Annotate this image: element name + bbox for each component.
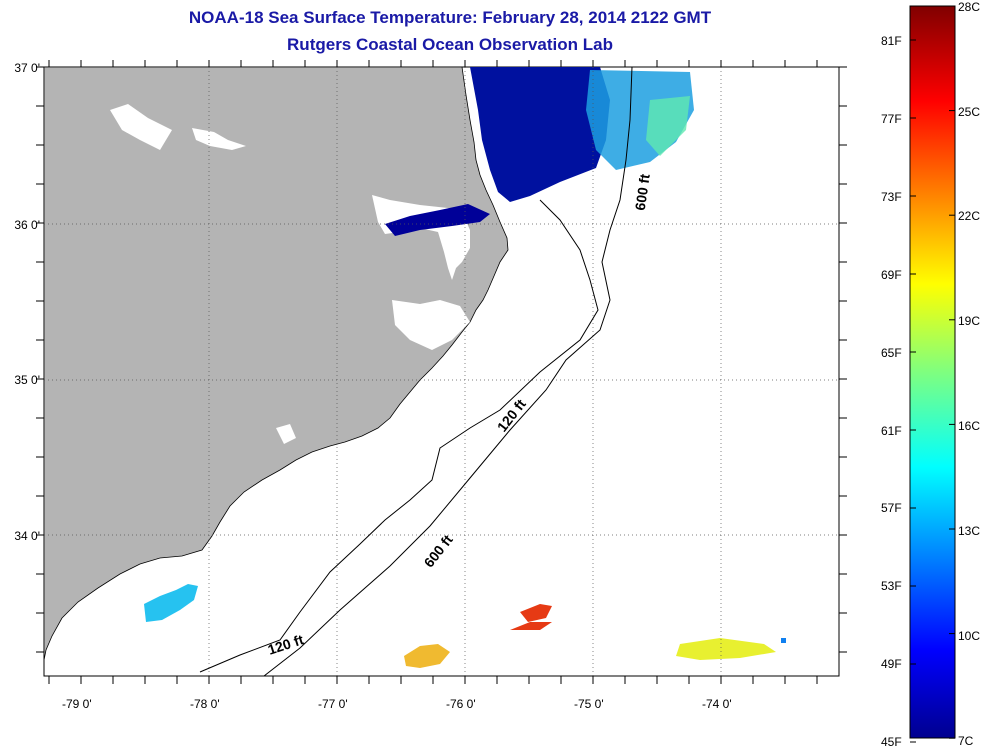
- sst-green-patch: [646, 96, 690, 156]
- sst-pixel: [781, 638, 786, 643]
- colorbar-celsius-label: 10C: [958, 629, 980, 643]
- sst-patch-red: [520, 604, 552, 622]
- lake: [276, 424, 296, 444]
- colorbar-fahrenheit-label: 69F: [881, 268, 902, 282]
- colorbar-celsius-label: 28C: [958, 0, 980, 14]
- lat-label: 35 0': [14, 373, 40, 387]
- colorbar-fahrenheit-label: 57F: [881, 501, 902, 515]
- sound-inlet: [392, 300, 470, 350]
- sst-patch-red-strip: [510, 622, 552, 630]
- colorbar-celsius-label: 19C: [958, 314, 980, 328]
- colorbar-fahrenheit-label: 81F: [881, 34, 902, 48]
- colorbar-ticks: [910, 5, 955, 743]
- colorbar-fahrenheit-label: 73F: [881, 190, 902, 204]
- lon-label: -74 0': [702, 697, 732, 711]
- lat-label: 37 0': [14, 61, 40, 75]
- colorbar-celsius-label: 16C: [958, 419, 980, 433]
- sst-cold-patch: [470, 67, 610, 202]
- colorbar-celsius-label: 13C: [958, 524, 980, 538]
- contour-600ft: [263, 67, 633, 676]
- sst-patch-warm: [404, 644, 450, 668]
- colorbar-celsius-label: 7C: [958, 734, 974, 748]
- lon-label: -79 0': [62, 697, 92, 711]
- colorbar-fahrenheit-label: 77F: [881, 112, 902, 126]
- colorbar-fahrenheit-label: 61F: [881, 424, 902, 438]
- lon-label: -75 0': [574, 697, 604, 711]
- colorbar-fahrenheit-label: 49F: [881, 657, 902, 671]
- colorbar-fahrenheit-label: 45F: [881, 735, 902, 749]
- sst-sound-cold: [385, 204, 490, 236]
- sst-patch-yellow: [676, 638, 776, 660]
- colorbar-fahrenheit-label: 53F: [881, 579, 902, 593]
- colorbar-celsius-label: 25C: [958, 105, 980, 119]
- lon-label: -78 0': [190, 697, 220, 711]
- map-subtitle: Rutgers Coastal Ocean Observation Lab: [287, 35, 613, 54]
- contour-label-600ft-north: 600 ft: [632, 173, 653, 212]
- lat-label: 34 0': [14, 529, 40, 543]
- colorbar: [909, 5, 956, 739]
- map-title: NOAA-18 Sea Surface Temperature: Februar…: [188, 8, 712, 27]
- grid-lines: [44, 67, 839, 676]
- colorbar-fahrenheit-label: 65F: [881, 346, 902, 360]
- colorbar-celsius-label: 22C: [958, 209, 980, 223]
- lat-label: 36 0': [14, 218, 40, 232]
- sst-patch-west: [144, 584, 198, 622]
- lake: [110, 104, 172, 150]
- lon-label: -76 0': [446, 697, 476, 711]
- lake: [192, 128, 246, 150]
- lon-label: -77 0': [318, 697, 348, 711]
- contour-120ft: [199, 199, 599, 673]
- axis-ticks: [36, 60, 847, 684]
